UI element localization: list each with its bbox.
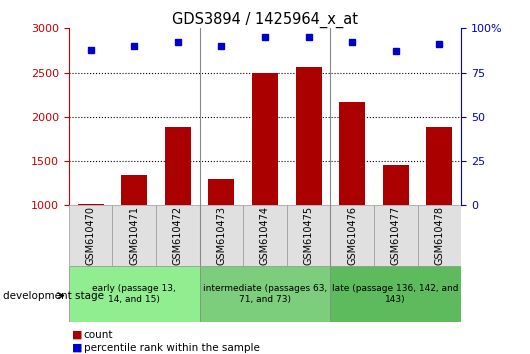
Bar [200, 266, 330, 322]
Bar [121, 175, 147, 205]
Bar [200, 205, 243, 266]
Text: GSM610477: GSM610477 [391, 206, 401, 265]
Bar [330, 266, 461, 322]
Text: ■: ■ [72, 330, 82, 339]
Text: GSM610474: GSM610474 [260, 206, 270, 265]
Text: GSM610475: GSM610475 [304, 206, 314, 265]
Text: percentile rank within the sample: percentile rank within the sample [84, 343, 260, 353]
Text: GSM610472: GSM610472 [173, 206, 183, 265]
Bar [112, 205, 156, 266]
Title: GDS3894 / 1425964_x_at: GDS3894 / 1425964_x_at [172, 12, 358, 28]
Text: count: count [84, 330, 113, 339]
Bar [383, 166, 409, 205]
Bar [330, 205, 374, 266]
Text: GSM610470: GSM610470 [86, 206, 96, 265]
Text: ■: ■ [72, 343, 82, 353]
Text: GSM610471: GSM610471 [129, 206, 139, 265]
Bar [339, 102, 365, 205]
Text: development stage: development stage [3, 291, 104, 301]
Bar [426, 127, 453, 205]
Bar [165, 127, 191, 205]
Text: GSM610478: GSM610478 [434, 206, 444, 265]
Text: early (passage 13,
14, and 15): early (passage 13, 14, and 15) [92, 284, 176, 303]
Bar [296, 67, 322, 205]
Bar [287, 205, 330, 266]
Bar [77, 204, 104, 205]
Bar [69, 266, 200, 322]
Bar [69, 205, 112, 266]
Text: GSM610476: GSM610476 [347, 206, 357, 265]
Text: late (passage 136, 142, and
143): late (passage 136, 142, and 143) [332, 284, 459, 303]
Bar [418, 205, 461, 266]
Text: GSM610473: GSM610473 [216, 206, 226, 265]
Bar [243, 205, 287, 266]
Bar [252, 73, 278, 205]
Bar [156, 205, 200, 266]
Text: intermediate (passages 63,
71, and 73): intermediate (passages 63, 71, and 73) [203, 284, 327, 303]
Bar [374, 205, 418, 266]
Bar [208, 179, 234, 205]
